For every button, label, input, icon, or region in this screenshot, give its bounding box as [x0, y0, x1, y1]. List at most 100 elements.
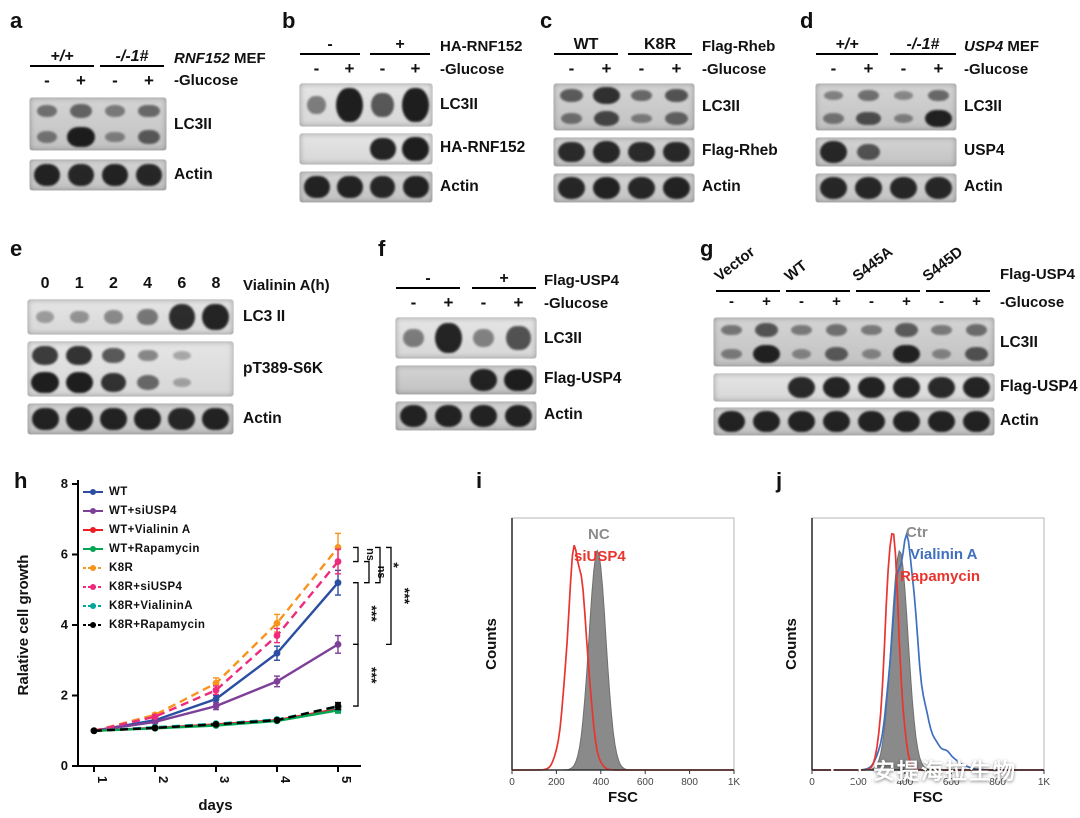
blot-actin: [714, 408, 994, 435]
blot-lane: [749, 374, 784, 401]
blot-band-row: [554, 174, 694, 202]
band-label-usp4: USP4: [964, 142, 1005, 159]
legend-item: WT+Rapamycin: [82, 539, 205, 558]
blot-band: [101, 163, 129, 187]
blot-band-row: [554, 107, 694, 130]
series-marker: [273, 632, 281, 639]
lane-header: -: [44, 71, 50, 90]
blot-lane: [28, 342, 62, 369]
histogram-i: 0 200 400 600 800 1K FSC Counts: [483, 517, 740, 806]
blot-lane: [624, 174, 659, 202]
blot-lane: [659, 84, 694, 107]
blot-lane: [396, 402, 431, 430]
blot-band: [892, 377, 921, 398]
band-label-actin: Actin: [1000, 412, 1039, 429]
blot-band-row: [554, 138, 694, 166]
band-label-flag-rheb: Flag-Rheb: [702, 142, 778, 159]
blot-band: [473, 329, 494, 347]
blot-band: [65, 407, 93, 431]
blot-band: [822, 377, 851, 398]
legend-marker: [83, 564, 103, 571]
blot-band: [894, 323, 919, 337]
legend-item: K8R+VialininA: [82, 596, 205, 615]
blot-lane: [959, 408, 994, 435]
blot-lane: [889, 318, 924, 342]
panel-f: f - + Flag-USP4 - + - + -Glucose LC3II Flag…: [372, 236, 682, 442]
blot-band-row: [28, 300, 233, 334]
blot-lane: [784, 318, 819, 342]
blot-band: [592, 177, 621, 199]
group-header-rotated: Vector: [711, 243, 759, 285]
blot-band: [857, 90, 880, 101]
blot-band-row: [714, 342, 994, 366]
blot-band: [434, 322, 463, 354]
band-label-actin: Actin: [544, 406, 583, 423]
legend-item: K8R: [82, 558, 205, 577]
band-label-lc3ii: LC3II: [440, 96, 478, 113]
blot-band: [964, 347, 989, 361]
blot-band: [469, 369, 498, 391]
panel-j: j 0 200 400 600 800 1K FSC Counts Ctr Vialinin …: [768, 464, 1070, 818]
blot-lane: [131, 300, 165, 334]
blot-band-row: [714, 374, 994, 401]
blot-flag-usp4: [396, 366, 536, 394]
group-header: -: [396, 270, 460, 289]
legend-item: K8R+siUSP4: [82, 577, 205, 596]
series-marker: [151, 718, 159, 726]
curve-label-vialinin: Vialinin A: [910, 546, 978, 563]
x-tick-label: 200: [548, 777, 565, 788]
blot-lane: [131, 342, 165, 369]
blot-band: [631, 113, 652, 124]
blot-lane: [784, 408, 819, 435]
blot-lane: [165, 369, 199, 396]
blot-band: [506, 325, 531, 351]
lane-header: +: [144, 71, 154, 90]
blot-band: [399, 405, 428, 427]
blot-band: [819, 177, 848, 199]
panel-d: d +/+ -/-1# USP4 MEF - + - + -Glucose LC3II…: [798, 8, 1080, 208]
construct-label: HA-RNF152: [440, 38, 523, 55]
blot-lane: [501, 366, 536, 394]
x-axis-title: FSC: [913, 789, 943, 806]
blot-band: [36, 131, 58, 143]
blot-lane: [62, 300, 96, 334]
blot-lane: [96, 369, 130, 396]
blot-lane: [554, 107, 589, 130]
watermark-text: 安提海拉生物: [873, 759, 1018, 784]
blot-band: [892, 344, 921, 364]
series-marker: [212, 695, 220, 703]
group-underline: [786, 290, 850, 292]
blot-lane: [924, 318, 959, 342]
blot-band-row: [816, 107, 956, 130]
blot-band: [717, 411, 746, 432]
band-label-lc3ii: LC3 II: [243, 308, 286, 325]
significance-bracket: [386, 546, 392, 646]
blot-lane: [333, 84, 366, 126]
blot-band: [105, 131, 125, 143]
blot-lane: [819, 342, 854, 366]
legend-item: WT+Vialinin A: [82, 520, 205, 539]
watermark-logo-icon: [831, 755, 861, 785]
blot-actin: [300, 172, 432, 202]
blot-band-row: [816, 174, 956, 202]
lane-header: +: [513, 293, 524, 312]
blot-lane: [819, 374, 854, 401]
blot-lane: [714, 408, 749, 435]
blot-lc3ii: [714, 318, 994, 366]
blot-lane: [165, 404, 199, 434]
blot-lc3ii: [300, 84, 432, 126]
blot-band: [336, 175, 363, 199]
legend-marker: [83, 488, 103, 495]
x-tick-label: 0: [509, 777, 515, 788]
lane-header: +: [410, 59, 421, 78]
blot-band: [754, 323, 779, 337]
blot-lane: [396, 366, 431, 394]
blot-lane: [132, 98, 166, 124]
blot-band: [924, 109, 953, 128]
blot-lane: [851, 138, 886, 166]
treatment-signs: - + - +: [554, 60, 694, 77]
blot-band: [168, 407, 196, 431]
blot-band-row: [28, 404, 233, 434]
construct-label: Flag-USP4: [1000, 266, 1076, 283]
